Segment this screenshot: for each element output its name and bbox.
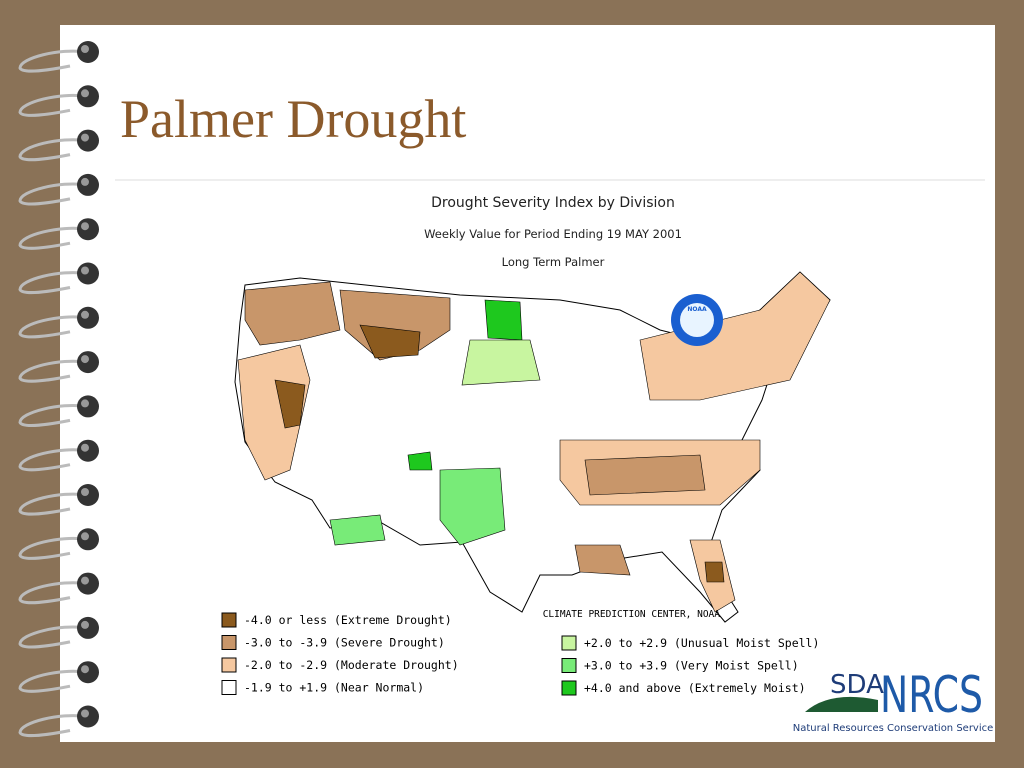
legend-label: +4.0 and above (Extremely Moist) bbox=[584, 681, 806, 695]
logo-caption: Natural Resources Conservation Service bbox=[793, 723, 994, 734]
ring-hole bbox=[77, 85, 99, 108]
ring-wire bbox=[18, 492, 87, 516]
ring-hole-shine bbox=[81, 399, 89, 408]
ring-hole bbox=[77, 661, 99, 684]
legend-label: -1.9 to +1.9 (Near Normal) bbox=[244, 681, 424, 695]
noaa-logo-inner bbox=[680, 303, 714, 337]
ring-hole-shine bbox=[81, 133, 89, 142]
ring-hole-shine bbox=[81, 665, 89, 674]
ring-wire bbox=[18, 315, 87, 339]
ring-wire bbox=[18, 271, 87, 295]
ring-hole-shine bbox=[81, 532, 89, 541]
ring-hole-shine bbox=[81, 310, 89, 319]
spiral-binding bbox=[18, 41, 99, 738]
legend-swatch bbox=[561, 658, 577, 673]
legend-swatch bbox=[561, 635, 577, 651]
legend: -4.0 or less (Extreme Drought) -3.0 to -3… bbox=[221, 612, 819, 696]
slide-title: Palmer Drought bbox=[120, 89, 466, 149]
ring-wire bbox=[18, 49, 87, 73]
ring-hole bbox=[77, 484, 99, 506]
legend-swatch bbox=[561, 680, 577, 696]
ring-hole bbox=[77, 528, 99, 551]
ring-hole bbox=[77, 262, 99, 285]
noaa-logo-text: NOAA bbox=[687, 306, 707, 313]
logo-swoosh bbox=[805, 696, 878, 712]
ring-wire bbox=[18, 93, 87, 117]
ring-hole bbox=[77, 306, 99, 329]
ring-hole-shine bbox=[81, 488, 89, 496]
ring-wire bbox=[18, 182, 87, 206]
ring-hole-shine bbox=[81, 266, 89, 275]
legend-label: -3.0 to -3.9 (Severe Drought) bbox=[244, 636, 445, 650]
logo-prefix: SDA bbox=[830, 670, 884, 700]
ring-wire bbox=[18, 359, 87, 383]
map-credit: CLIMATE PREDICTION CENTER, NOAA bbox=[543, 609, 721, 620]
us-map bbox=[234, 271, 831, 623]
legend-swatch bbox=[221, 635, 237, 650]
legend-label: -4.0 or less (Extreme Drought) bbox=[244, 613, 452, 627]
legend-swatch bbox=[221, 612, 237, 628]
ring-hole-shine bbox=[81, 45, 89, 53]
ring-hole-shine bbox=[81, 576, 89, 585]
map-title: Drought Severity Index by Division bbox=[431, 195, 675, 211]
ring-hole bbox=[77, 439, 99, 462]
ring-wire bbox=[18, 669, 87, 693]
legend-label: +3.0 to +3.9 (Very Moist Spell) bbox=[584, 659, 799, 673]
ring-hole bbox=[77, 572, 99, 595]
ring-hole-shine bbox=[81, 177, 89, 186]
ring-hole bbox=[77, 705, 99, 728]
ring-hole bbox=[77, 395, 99, 418]
ring-wire bbox=[18, 714, 87, 738]
ring-wire bbox=[18, 138, 87, 162]
legend-swatch bbox=[221, 680, 237, 695]
ring-hole-shine bbox=[81, 709, 89, 718]
ring-wire bbox=[18, 581, 87, 605]
legend-swatch bbox=[221, 657, 237, 673]
ring-wire bbox=[18, 448, 87, 472]
ring-wire bbox=[18, 625, 87, 649]
ring-wire bbox=[18, 226, 87, 250]
ring-wire bbox=[18, 536, 87, 560]
ring-hole bbox=[77, 351, 99, 374]
logo-text: NRCS bbox=[880, 666, 983, 724]
ring-hole bbox=[77, 41, 99, 63]
legend-label: +2.0 to +2.9 (Unusual Moist Spell) bbox=[584, 636, 819, 650]
ring-hole bbox=[77, 218, 99, 241]
ring-hole bbox=[77, 129, 99, 152]
map-subtitle: Long Term Palmer bbox=[502, 255, 605, 269]
map-subtitle: Weekly Value for Period Ending 19 MAY 20… bbox=[424, 227, 682, 241]
ring-hole bbox=[77, 616, 99, 639]
ring-hole-shine bbox=[81, 443, 89, 452]
ring-wire bbox=[18, 404, 87, 427]
legend-label: -2.0 to -2.9 (Moderate Drought) bbox=[244, 658, 459, 672]
ring-hole-shine bbox=[81, 620, 89, 629]
ring-hole-shine bbox=[81, 89, 89, 98]
ring-hole-shine bbox=[81, 222, 89, 231]
ring-hole-shine bbox=[81, 355, 89, 364]
ring-hole bbox=[77, 173, 99, 196]
